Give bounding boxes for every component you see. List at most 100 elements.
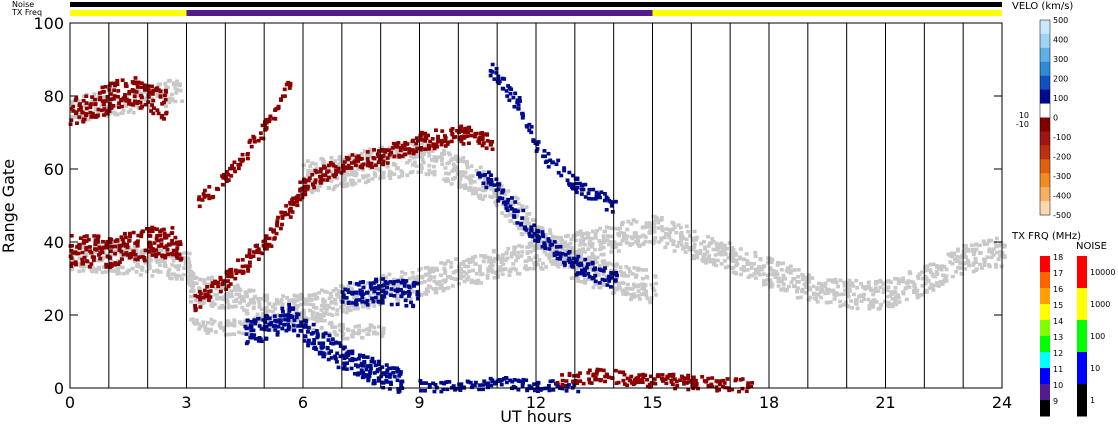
velocity-swatch	[1040, 33, 1050, 49]
negative-velocity-arc-cell	[282, 212, 287, 217]
ground-scatter-mid-cell	[344, 170, 349, 174]
negative-near-zero-cell	[629, 374, 634, 379]
positive-velocity-low-cell	[337, 341, 342, 345]
ground-scatter-cell	[973, 256, 978, 261]
ground-scatter-cell	[285, 296, 289, 300]
ground-scatter-mid-cell	[520, 232, 525, 237]
ground-scatter-cell	[681, 236, 686, 240]
ground-scatter-cell	[201, 298, 206, 303]
ground-scatter-cell	[774, 269, 779, 274]
negative-velocity-arc2-cell	[221, 172, 226, 177]
negative-velocity-arc-cell	[359, 156, 364, 161]
ground-scatter-cell	[443, 278, 448, 283]
ground-scatter-cell	[307, 293, 312, 298]
ground-scatter-cell	[931, 262, 936, 267]
negative-velocity-upper-cell	[119, 104, 124, 109]
ground-scatter-cell	[776, 279, 781, 283]
ground-scatter-cell	[527, 266, 532, 271]
positive-velocity-band-cell	[529, 228, 534, 233]
ground-scatter-low-cell	[341, 326, 346, 330]
negative-velocity-arc-cell	[457, 135, 462, 140]
ground-scatter-cell	[881, 282, 886, 287]
negative-velocity-arc-cell	[383, 150, 388, 154]
ground-scatter-cell	[78, 264, 83, 268]
negative-velocity	[68, 225, 184, 269]
positive-velocity-low-cell	[369, 359, 374, 364]
positive-velocity-band-cell	[492, 183, 497, 187]
ground-scatter-cell	[722, 243, 727, 248]
ground-scatter-cell	[489, 268, 494, 272]
ground-scatter-mid-cell	[427, 163, 432, 168]
negative-velocity-upper-cell	[163, 88, 168, 93]
positive-velocity-blob-cell	[369, 282, 374, 286]
positive-velocity-blob-cell	[368, 285, 373, 289]
ground-scatter-mid-cell	[432, 164, 436, 169]
ground-scatter-low-cell	[333, 325, 338, 329]
ground-scatter-mid-cell	[407, 158, 412, 163]
ground-scatter-upper-cell	[113, 112, 118, 116]
ground-scatter-cell	[532, 248, 537, 252]
ground-scatter-cell	[663, 232, 668, 236]
ground-scatter-cell	[395, 291, 400, 296]
ground-scatter-cell	[867, 306, 872, 311]
ground-scatter-upper-cell	[93, 104, 98, 108]
ground-scatter-mid-cell	[480, 188, 485, 193]
ground-scatter-cell	[354, 294, 359, 299]
positive-velocity-band-cell	[484, 185, 489, 190]
ground-scatter-cell	[259, 307, 264, 312]
negative-velocity-arc-cell	[305, 187, 310, 191]
negative-velocity-cell	[165, 247, 170, 252]
positive-velocity-blob-cell	[340, 290, 345, 294]
ground-scatter-cell	[989, 255, 994, 260]
ground-scatter-cell	[640, 225, 645, 230]
ground-scatter-cell	[229, 294, 234, 299]
ground-scatter-cell	[931, 274, 936, 279]
ground-scatter-low-cell	[205, 321, 210, 325]
ground-scatter-mid-cell	[385, 164, 390, 169]
ground-scatter-cell	[430, 269, 435, 274]
positive-velocity-low-cell	[323, 331, 328, 336]
negative-velocity-arc-cell	[427, 147, 431, 151]
positive-velocity-streak-cell	[488, 73, 493, 78]
ground-scatter-cell	[749, 262, 754, 266]
noise-swatch	[1077, 384, 1087, 417]
negative-velocity-arc-cell	[333, 165, 338, 169]
negative-velocity-arc-cell	[197, 295, 202, 299]
ground-scatter-mid-cell	[416, 154, 421, 158]
ground-scatter-upper-cell	[86, 103, 91, 108]
ground-scatter-mid-cell	[306, 168, 311, 173]
negative-velocity-arc-cell	[349, 166, 354, 170]
ground-scatter-mid-cell	[516, 201, 521, 206]
ground-scatter-cell	[785, 266, 790, 270]
ground-scatter-cell	[806, 273, 811, 278]
y-tick-label: 40	[44, 233, 64, 252]
ground-scatter-mid-cell	[548, 254, 553, 258]
ground-scatter-cell	[237, 287, 242, 292]
ground-scatter-mid-cell	[461, 173, 466, 178]
ground-scatter-cell	[299, 296, 304, 301]
near-zero-range-cell	[458, 388, 463, 392]
ground-scatter-cell	[668, 227, 673, 232]
ground-scatter-cell	[426, 289, 431, 294]
positive-velocity-low-cell	[395, 378, 400, 383]
ground-scatter-cell	[597, 247, 602, 252]
ground-scatter-cell	[622, 231, 627, 236]
positive-velocity-blob-cell	[398, 287, 403, 292]
positive-velocity-low-cell	[356, 372, 360, 377]
positive-velocity-band-cell	[486, 177, 491, 181]
ground-scatter-low-cell	[256, 320, 261, 324]
positive-velocity-streak-cell	[602, 198, 607, 203]
ground-scatter-cell	[768, 284, 773, 289]
ground-scatter-cell	[982, 258, 987, 263]
ground-scatter-upper-cell	[148, 105, 152, 110]
positive-velocity-streak-cell	[529, 130, 534, 135]
ground-scatter-cell	[366, 305, 371, 310]
ground-scatter-mid-cell	[524, 230, 529, 234]
negative-velocity-cell	[73, 260, 78, 264]
ground-scatter-low-cell	[299, 315, 304, 320]
ground-scatter-mid-cell	[630, 295, 635, 300]
negative-velocity-arc2-cell	[202, 188, 207, 193]
ground-scatter-cell	[422, 279, 427, 284]
positive-velocity-low-cell	[252, 333, 257, 337]
positive-velocity-band-cell	[557, 251, 562, 256]
